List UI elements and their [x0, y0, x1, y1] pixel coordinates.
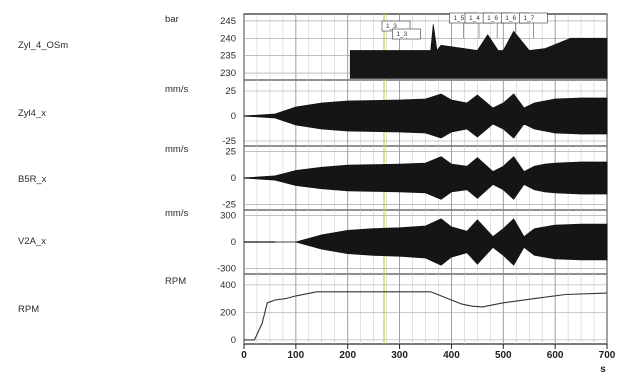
y-tick-label: 0	[231, 173, 236, 184]
annotation-label: 1_6	[487, 15, 498, 22]
y-tick-label: 0	[231, 111, 236, 122]
channel-label: V2A_x	[18, 236, 46, 247]
series-envelope	[243, 156, 608, 200]
x-axis-unit: s	[600, 364, 606, 375]
channel-label: Zyl_4_OSm	[18, 40, 68, 51]
y-tick-label: 25	[225, 146, 236, 157]
y-axis-unit: mm/s	[165, 84, 188, 95]
y-tick-label: 230	[220, 68, 236, 79]
series-envelope	[244, 218, 608, 266]
y-tick-label: -25	[222, 136, 236, 147]
annotation-label: 1_3	[386, 23, 397, 30]
annotation-label: 1_6	[505, 15, 516, 22]
y-tick-label: -25	[222, 200, 236, 211]
x-tick-label: 0	[241, 350, 247, 361]
y-tick-label: 240	[220, 33, 236, 44]
y-tick-label: 300	[220, 210, 236, 221]
series-line	[244, 291, 608, 341]
x-tick-label: 400	[443, 350, 460, 361]
annotation-label: 1_5	[453, 15, 464, 22]
channel-label: B5R_x	[18, 174, 47, 185]
channel-label: Zyl4_x	[18, 108, 46, 119]
x-tick-label: 200	[339, 350, 356, 361]
y-tick-label: 400	[220, 280, 236, 291]
y-tick-label: 25	[225, 86, 236, 97]
x-tick-label: 100	[288, 350, 305, 361]
y-tick-label: 0	[231, 335, 236, 346]
y-tick-label: -300	[217, 264, 236, 275]
y-tick-label: 235	[220, 51, 236, 62]
series-envelope	[243, 93, 608, 139]
x-tick-label: 600	[547, 350, 564, 361]
x-tick-label: 700	[599, 350, 616, 361]
x-tick-label: 300	[391, 350, 408, 361]
y-axis-unit: RPM	[165, 276, 186, 287]
y-axis-unit: mm/s	[165, 144, 188, 155]
annotation-label: 1_7	[523, 15, 534, 22]
y-tick-label: 200	[220, 307, 236, 318]
x-tick-label: 500	[495, 350, 512, 361]
channel-label: RPM	[18, 304, 39, 315]
series-area	[349, 24, 608, 79]
y-axis-unit: bar	[165, 14, 179, 25]
y-tick-label: 245	[220, 16, 236, 27]
y-axis-unit: mm/s	[165, 208, 188, 219]
annotation-label: 1_3	[396, 31, 407, 38]
annotation-label: 1_4	[469, 15, 480, 22]
y-tick-label: 0	[231, 237, 236, 248]
